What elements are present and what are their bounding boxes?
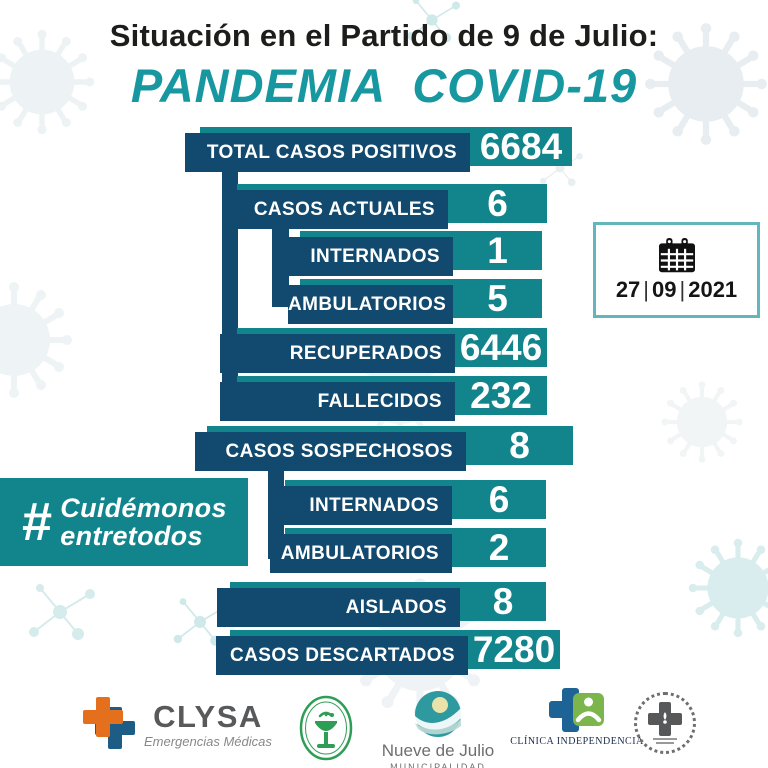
- municipality-subtitle: MUNICIPALIDAD: [390, 762, 486, 768]
- municipality-logo: Nueve de Julio MUNICIPALIDAD: [378, 690, 498, 768]
- stat-value-fallecidos: 232: [470, 375, 532, 416]
- stat-label-fallecidos: FALLECIDOS: [220, 382, 455, 421]
- stat-label-casos-descartados: CASOS DESCARTADOS: [216, 636, 468, 675]
- stat-label-ambulatorios-actuales: AMBULATORIOS: [288, 285, 453, 324]
- date-separator: |: [679, 276, 686, 302]
- stat-value-aislados: 8: [492, 581, 514, 622]
- stat-label-internados-sospechosos: INTERNADOS: [270, 486, 452, 525]
- seal-cross-icon: [648, 702, 682, 736]
- date-year: 2021: [688, 276, 738, 302]
- clinica-independencia-logo: CLÍNICA INDEPENDENCIA: [508, 688, 646, 747]
- stat-label-casos-actuales: CASOS ACTUALES: [222, 190, 448, 229]
- clysa-logo: CLYSA Emergencias Médicas: [80, 697, 272, 753]
- stat-value-total-positivos: 6684: [479, 126, 563, 167]
- date-separator: |: [643, 276, 650, 302]
- seal-tiny-text-line: [656, 742, 674, 744]
- header: Situación en el Partido de 9 de Julio: P…: [0, 18, 768, 113]
- stat-label-casos-sospechosos: CASOS SOSPECHOSOS: [195, 432, 466, 471]
- stat-value-internados-sospechosos: 6: [488, 479, 510, 520]
- date-text: 27 | 09 | 2021: [616, 277, 737, 303]
- stat-value-casos-actuales: 6: [487, 183, 508, 224]
- stat-label-recuperados: RECUPERADOS: [220, 334, 455, 373]
- hash-symbol: #: [21, 492, 52, 552]
- date-day: 27: [615, 276, 641, 302]
- hashtag-line1: Cuidémonos: [60, 492, 227, 523]
- date-month: 09: [652, 276, 677, 302]
- association-chain-seal: [634, 692, 696, 754]
- connector-spine-actuales: [272, 207, 289, 307]
- hashtag-badge: # Cuidémonos entretodos: [0, 478, 248, 566]
- pharmacy-cup-icon: [299, 695, 353, 761]
- calendar-icon: [658, 237, 695, 272]
- stat-value-recuperados: 6446: [459, 327, 543, 368]
- clysa-tagline: Emergencias Médicas: [144, 734, 272, 749]
- clysa-name: CLYSA: [153, 699, 263, 734]
- page-subtitle: PANDEMIA COVID-19: [130, 59, 638, 112]
- stat-value-ambulatorios-sospechosos: 2: [488, 527, 510, 568]
- clinica-name: CLÍNICA INDEPENDENCIA: [510, 736, 644, 747]
- clinica-cross-icon: [549, 688, 604, 732]
- page-title: Situación en el Partido de 9 de Julio:: [109, 18, 659, 53]
- hashtag-line2: entretodos: [60, 521, 203, 551]
- seal-tiny-text-line: [653, 738, 677, 740]
- stat-label-total-positivos: TOTAL CASOS POSITIVOS: [185, 133, 470, 172]
- pharmacy-circle-seal: [298, 694, 354, 767]
- date-box: 27 | 09 | 2021: [593, 222, 760, 318]
- stat-value-ambulatorios-actuales: 5: [487, 278, 508, 319]
- stat-label-internados-actuales: INTERNADOS: [288, 237, 453, 276]
- stat-value-casos-sospechosos: 8: [509, 425, 530, 466]
- clysa-cross-icon: [83, 697, 135, 749]
- stat-value-casos-descartados: 7280: [472, 629, 556, 670]
- stat-value-internados-actuales: 1: [487, 230, 508, 271]
- municipality-circle-icon: [415, 691, 461, 737]
- stat-label-ambulatorios-sospechosos: AMBULATORIOS: [270, 534, 452, 573]
- stat-label-aislados: AISLADOS: [217, 588, 460, 627]
- municipality-name: Nueve de Julio: [381, 741, 495, 760]
